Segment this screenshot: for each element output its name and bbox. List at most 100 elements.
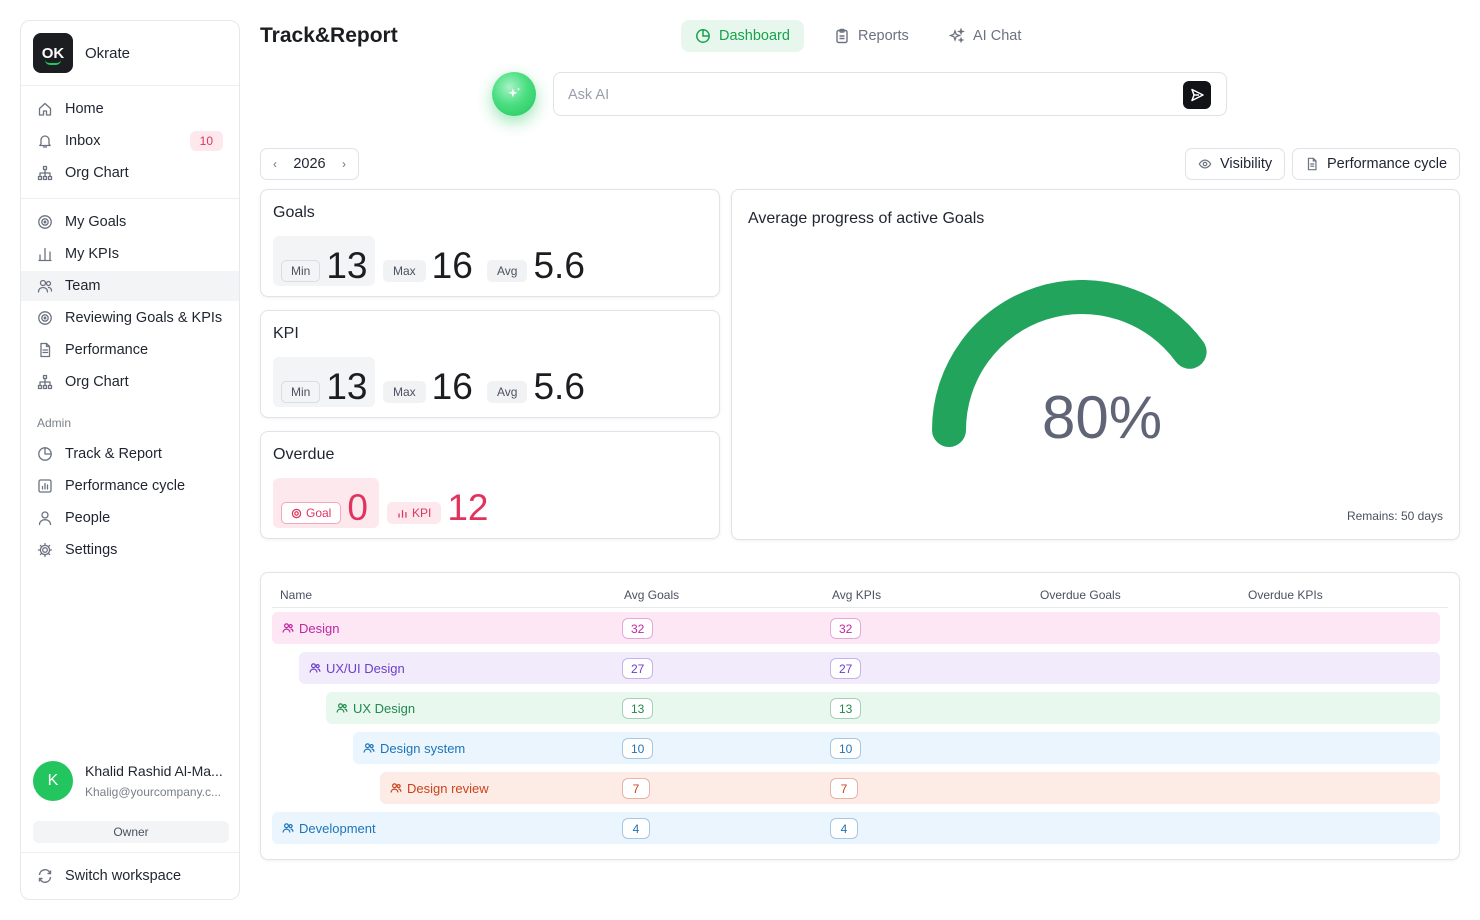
- sidebar-item-track-and-report[interactable]: Track & Report: [21, 439, 239, 469]
- column-header-name: Name: [280, 588, 313, 602]
- pie-chart-icon: [37, 446, 53, 462]
- sidebar-item-performance-cycle[interactable]: Performance cycle: [21, 471, 239, 501]
- table-row[interactable]: Design review 7 7: [380, 772, 1440, 804]
- team-name-cell: Design: [282, 612, 339, 644]
- ask-ai-input[interactable]: [568, 84, 1168, 106]
- avg-goals-cell: 27: [622, 658, 654, 679]
- team-name: Development: [299, 820, 376, 836]
- org-chart-icon: [37, 374, 53, 390]
- team-name-cell: Development: [282, 812, 376, 844]
- avg-kpis-cell: 27: [830, 658, 862, 679]
- sidebar-item-inbox[interactable]: Inbox 10: [21, 126, 239, 156]
- home-icon: [37, 101, 53, 117]
- table-row[interactable]: Development 4 4: [272, 812, 1440, 844]
- table-row[interactable]: Design 32 32: [272, 612, 1440, 644]
- switch-workspace-button[interactable]: Switch workspace: [21, 861, 239, 891]
- team-name-cell: Design review: [390, 772, 489, 804]
- team-icon: [309, 662, 326, 674]
- performance-cycle-label: Performance cycle: [1327, 156, 1448, 172]
- visibility-label: Visibility: [1220, 156, 1273, 172]
- avg-chip: Avg: [487, 260, 528, 282]
- sidebar-item-my-goals[interactable]: My Goals: [21, 207, 239, 237]
- table-row[interactable]: UX Design 13 13: [326, 692, 1440, 724]
- sidebar-item-label: Inbox: [65, 133, 101, 149]
- kpi-card: KPI Min 13 Max 16 Avg 5.6: [260, 310, 720, 418]
- column-header-overdue-kpis: Overdue KPIs: [1248, 588, 1323, 602]
- send-button[interactable]: [1183, 81, 1211, 109]
- tab-ai-chat[interactable]: AI Chat: [935, 20, 1035, 52]
- tab-reports[interactable]: Reports: [820, 20, 923, 52]
- sidebar-item-home[interactable]: Home: [21, 94, 239, 124]
- column-header-avg-kpis: Avg KPIs: [832, 588, 882, 602]
- gear-icon: [37, 542, 53, 558]
- sidebar: OK Okrate Home Inbox 10 Org Chart My Goals M…: [20, 20, 240, 900]
- avg-kpis-cell: 7: [830, 778, 858, 799]
- kpi-card-title: KPI: [273, 325, 299, 342]
- sidebar-item-performance[interactable]: Performance: [21, 335, 239, 365]
- team-icon: [363, 742, 380, 754]
- sidebar-item-label: Track & Report: [65, 446, 162, 462]
- max-chip: Max: [383, 381, 426, 403]
- sidebar-item-people[interactable]: People: [21, 503, 239, 533]
- user-name: Khalid Rashid Al-Ma...: [85, 763, 223, 779]
- sidebar-item-settings[interactable]: Settings: [21, 535, 239, 565]
- column-header-overdue-goals: Overdue Goals: [1040, 588, 1121, 602]
- sidebar-item-org-chart[interactable]: Org Chart: [21, 158, 239, 188]
- user-email: Khalig@yourcompany.c...: [85, 785, 222, 799]
- avg-goals-cell: 7: [622, 778, 650, 799]
- goals-avg-stat: Avg 5.6: [487, 236, 585, 286]
- team-name: Design review: [407, 780, 489, 796]
- visibility-button[interactable]: Visibility: [1185, 148, 1286, 180]
- workspace-logo: OK: [33, 33, 73, 73]
- sidebar-item-label: Home: [65, 101, 104, 117]
- tab-dashboard[interactable]: Dashboard: [681, 20, 804, 52]
- overdue-goal-value: 0: [347, 487, 368, 528]
- team-icon: [282, 822, 299, 834]
- clipboard-icon: [836, 28, 848, 44]
- switch-workspace-label: Switch workspace: [65, 868, 182, 884]
- overdue-kpi-value: 12: [447, 487, 489, 528]
- sidebar-item-my-kpis[interactable]: My KPIs: [21, 239, 239, 269]
- sidebar-item-reviewing-goals-and-kpis[interactable]: Reviewing Goals & KPIs: [21, 303, 239, 333]
- min-chip: Min: [281, 260, 321, 282]
- sidebar-item-team[interactable]: Team: [21, 271, 239, 301]
- kpi-avg-value: 5.6: [533, 366, 585, 407]
- max-chip: Max: [383, 260, 426, 282]
- performance-cycle-button[interactable]: Performance cycle: [1292, 148, 1461, 180]
- kpi-max-stat: Max 16: [383, 357, 473, 407]
- chart-square-icon: [37, 478, 53, 494]
- avg-kpis-cell: 13: [830, 698, 862, 719]
- chevron-left-icon[interactable]: ‹: [273, 157, 277, 171]
- workspace-switcher[interactable]: OK Okrate: [33, 33, 130, 73]
- users-icon: [37, 278, 53, 294]
- tab-label: Reports: [858, 28, 909, 44]
- sidebar-item-label: Reviewing Goals & KPIs: [65, 310, 223, 326]
- eye-icon: [1198, 159, 1212, 169]
- send-icon: [1191, 88, 1204, 102]
- goals-max-value: 16: [431, 245, 473, 286]
- ai-orb-button[interactable]: [492, 72, 536, 116]
- kpi-min-stat: Min 13: [281, 357, 368, 407]
- avg-chip: Avg: [487, 381, 528, 403]
- avg-goals-cell: 4: [622, 818, 650, 839]
- chevron-right-icon[interactable]: ›: [341, 157, 346, 171]
- team-icon: [390, 782, 407, 794]
- overdue-card: Overdue Goal 0 KPI 12: [260, 431, 720, 539]
- sidebar-item-label: Performance cycle: [65, 478, 186, 494]
- sidebar-item-org-chart[interactable]: Org Chart: [21, 367, 239, 397]
- team-name-cell: UX/UI Design: [309, 652, 405, 684]
- goals-min-stat: Min 13: [281, 236, 368, 286]
- table-row[interactable]: Design system 10 10: [353, 732, 1440, 764]
- user-profile[interactable]: K Khalid Rashid Al-Ma... Khalig@yourcomp…: [33, 761, 231, 801]
- sidebar-item-label: Org Chart: [65, 374, 129, 390]
- team-name: Design: [299, 620, 340, 636]
- sidebar-item-label: People: [65, 510, 111, 526]
- tab-label: Dashboard: [719, 28, 790, 44]
- table-row[interactable]: UX/UI Design 27 27: [299, 652, 1440, 684]
- document-icon: [37, 342, 53, 358]
- sidebar-item-label: Org Chart: [65, 165, 129, 181]
- pie-chart-icon: [696, 29, 710, 43]
- kpi-max-value: 16: [431, 366, 473, 407]
- team-name: Design system: [380, 740, 466, 756]
- team-name: UX/UI Design: [326, 660, 405, 676]
